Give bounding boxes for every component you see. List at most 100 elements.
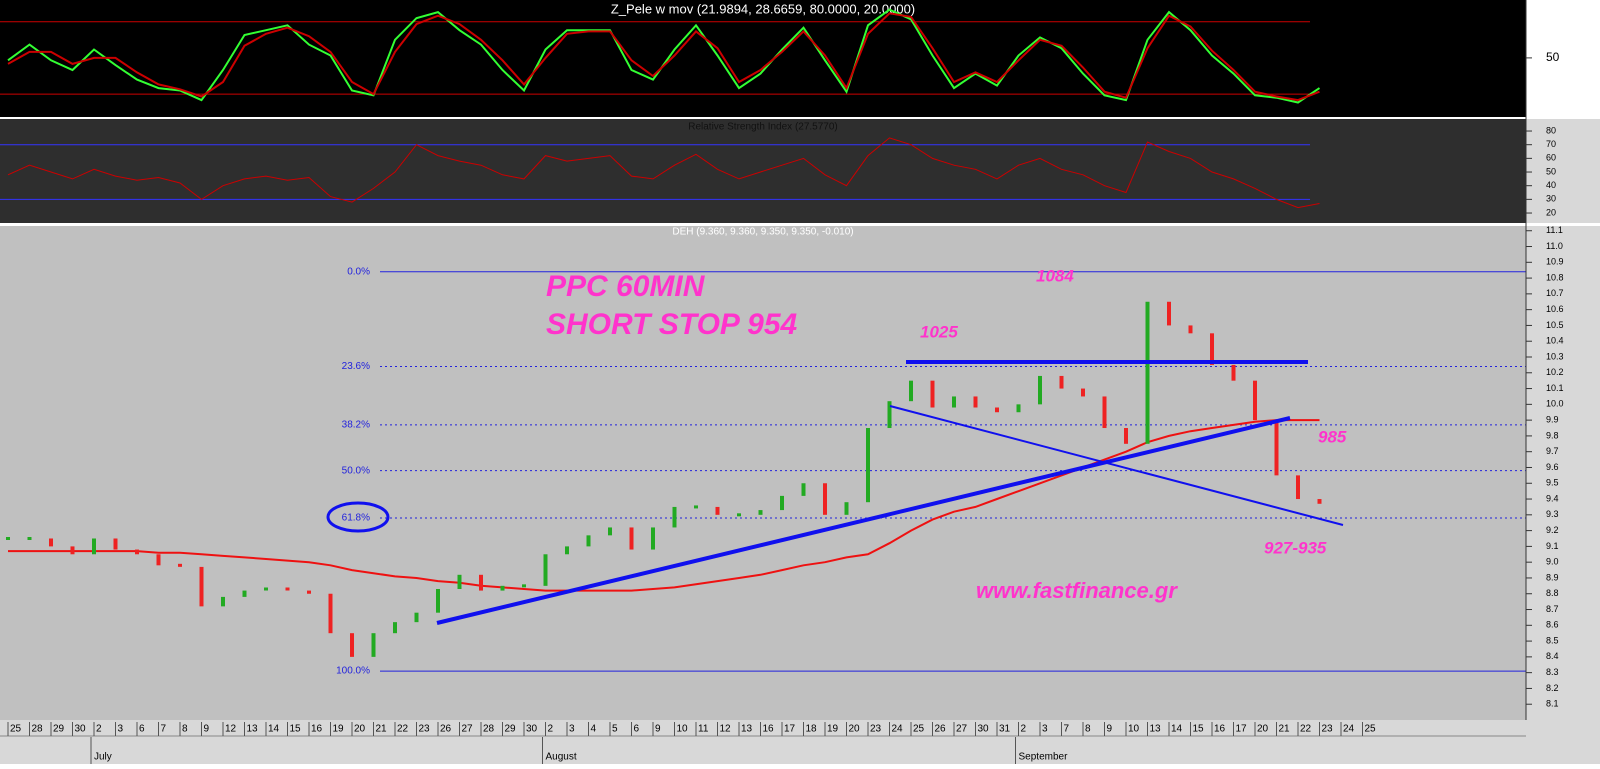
date-label: 27: [956, 724, 968, 735]
y-tick-label: 10.1: [1546, 383, 1564, 393]
y-tick-label: 10.0: [1546, 399, 1564, 409]
price-bar: [285, 587, 290, 591]
date-label: 10: [677, 724, 689, 735]
date-label: 9: [1107, 724, 1113, 735]
y-tick-label: 11.1: [1546, 225, 1563, 235]
date-label: 29: [505, 724, 517, 735]
date-label: 18: [806, 724, 818, 735]
price-bar: [909, 380, 913, 402]
date-label: 21: [1279, 724, 1291, 735]
y-tick-label: 9.5: [1546, 478, 1559, 488]
price-bar: [715, 506, 720, 515]
date-label: 14: [1171, 724, 1183, 735]
price-bar: [952, 396, 956, 408]
price-bar: [1167, 301, 1171, 326]
date-label: 8: [1085, 724, 1091, 735]
y-tick-label: 10.5: [1546, 320, 1564, 330]
price-bar: [436, 589, 440, 613]
date-label: 22: [1300, 724, 1312, 735]
price-bar: [371, 633, 376, 657]
date-label: 14: [268, 724, 280, 735]
price-bar: [49, 538, 53, 547]
date-label: 15: [290, 724, 302, 735]
date-label: 30: [978, 724, 990, 735]
price-bar: [1210, 333, 1214, 365]
series-line: [7, 137, 1320, 209]
price-axis-panel: [1526, 226, 1600, 720]
fib-label: 38.2%: [342, 420, 370, 431]
y-tick-label: 9.2: [1546, 525, 1559, 535]
price-bar: [866, 428, 870, 503]
date-label: 8: [182, 724, 188, 735]
date-label: 22: [397, 724, 409, 735]
price-bar: [608, 527, 612, 536]
price-bar: [1274, 420, 1279, 476]
date-label: 9: [655, 724, 661, 735]
date-label: 16: [311, 724, 323, 735]
date-label: 6: [139, 724, 145, 735]
price-bar: [522, 584, 526, 588]
y-tick-label: 8.8: [1546, 588, 1559, 598]
y-tick-label: 10.8: [1546, 272, 1564, 282]
date-label: 12: [225, 724, 237, 735]
price-bar: [328, 593, 333, 634]
date-label: 25: [10, 724, 22, 735]
series-line: [7, 12, 1320, 102]
y-tick-label: 70: [1546, 139, 1556, 149]
fib-label: 0.0%: [347, 266, 370, 277]
y-tick-label: 10.6: [1546, 304, 1564, 314]
annotation: 1084: [1036, 266, 1074, 285]
y-tick-label: 8.1: [1546, 699, 1559, 709]
y-tick-label: 10.7: [1546, 288, 1564, 298]
price-bar: [694, 505, 698, 509]
y-tick-label: 10.3: [1546, 351, 1564, 361]
plot-layer: Z_Pele w mov (21.9894, 28.6659, 80.0000,…: [0, 0, 1564, 764]
price-bar: [6, 536, 10, 540]
price-bar: [887, 401, 892, 429]
y-tick-label: 50: [1546, 50, 1560, 64]
y-tick-label: 11.0: [1546, 241, 1563, 251]
price-bar: [823, 483, 827, 515]
price-bar: [156, 554, 161, 566]
price-bar: [1016, 404, 1021, 413]
date-label: 24: [1343, 724, 1355, 735]
price-bar: [672, 506, 677, 528]
annotation: 927-935: [1264, 538, 1327, 557]
date-label: 2: [96, 724, 102, 735]
y-tick-label: 9.8: [1546, 430, 1559, 440]
panel-title: Z_Pele w mov (21.9894, 28.6659, 80.0000,…: [611, 1, 915, 16]
price-panel: [0, 226, 1526, 720]
price-bar: [1102, 396, 1107, 429]
y-tick-label: 9.1: [1546, 541, 1559, 551]
date-label: 11: [698, 724, 709, 735]
fib-label: 50.0%: [342, 465, 370, 476]
month-label: August: [546, 752, 577, 763]
price-bar: [113, 538, 118, 550]
price-bar: [737, 513, 741, 517]
date-label: 17: [784, 724, 796, 735]
date-label: 5: [612, 724, 618, 735]
y-tick-label: 9.0: [1546, 557, 1559, 567]
date-label: 30: [75, 724, 87, 735]
date-label: 17: [1236, 724, 1248, 735]
date-label: 28: [483, 724, 495, 735]
price-bar: [1296, 475, 1300, 500]
date-label: 20: [849, 724, 861, 735]
fib-label: 61.8%: [342, 513, 370, 524]
price-bar: [1124, 428, 1128, 444]
price-bar: [1059, 375, 1064, 389]
y-tick-label: 8.3: [1546, 667, 1559, 677]
y-tick-label: 9.3: [1546, 509, 1559, 519]
date-label: 3: [569, 724, 575, 735]
date-label: 19: [827, 724, 839, 735]
y-tick-label: 80: [1546, 125, 1556, 135]
date-label: 6: [634, 724, 640, 735]
y-tick-label: 10.4: [1546, 336, 1564, 346]
date-label: 7: [1064, 724, 1070, 735]
price-bar: [1188, 325, 1193, 334]
y-tick-label: 50: [1546, 166, 1556, 176]
price-bar: [1231, 364, 1236, 381]
price-bar: [586, 535, 591, 547]
price-bar: [393, 622, 397, 634]
